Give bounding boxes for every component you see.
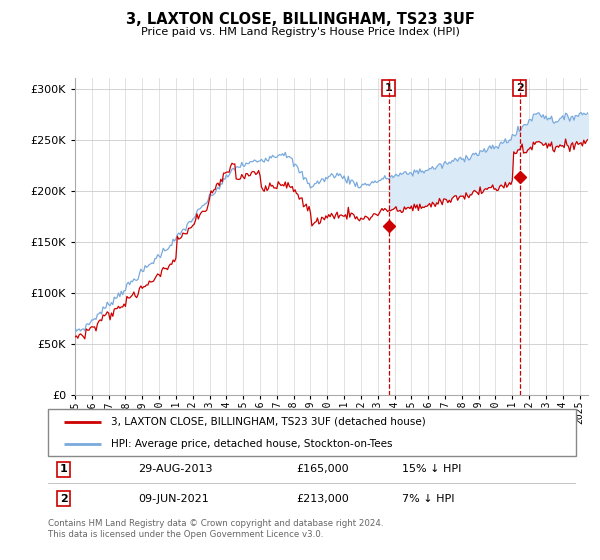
Text: 3, LAXTON CLOSE, BILLINGHAM, TS23 3UF (detached house): 3, LAXTON CLOSE, BILLINGHAM, TS23 3UF (d…	[112, 417, 426, 427]
Text: 29-AUG-2013: 29-AUG-2013	[138, 464, 212, 474]
Text: Price paid vs. HM Land Registry's House Price Index (HPI): Price paid vs. HM Land Registry's House …	[140, 27, 460, 37]
Text: 15% ↓ HPI: 15% ↓ HPI	[402, 464, 461, 474]
Text: 7% ↓ HPI: 7% ↓ HPI	[402, 493, 454, 503]
Text: 2: 2	[516, 83, 524, 93]
Text: 1: 1	[60, 464, 68, 474]
Text: 09-JUN-2021: 09-JUN-2021	[138, 493, 209, 503]
Text: 2: 2	[60, 493, 68, 503]
Text: 3, LAXTON CLOSE, BILLINGHAM, TS23 3UF: 3, LAXTON CLOSE, BILLINGHAM, TS23 3UF	[125, 12, 475, 27]
Text: 1: 1	[385, 83, 392, 93]
Text: £165,000: £165,000	[296, 464, 349, 474]
Text: Contains HM Land Registry data © Crown copyright and database right 2024.
This d: Contains HM Land Registry data © Crown c…	[48, 519, 383, 539]
Text: HPI: Average price, detached house, Stockton-on-Tees: HPI: Average price, detached house, Stoc…	[112, 438, 393, 449]
Text: £213,000: £213,000	[296, 493, 349, 503]
